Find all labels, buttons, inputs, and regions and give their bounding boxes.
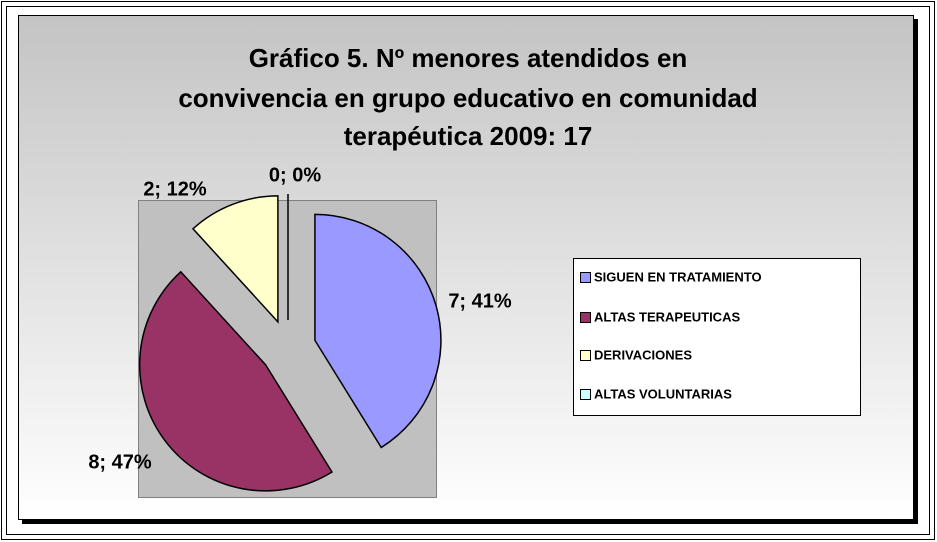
legend-label: ALTAS VOLUNTARIAS — [594, 386, 732, 401]
legend-swatch — [580, 350, 591, 361]
pie-slice — [138, 270, 334, 492]
pie-slice — [191, 195, 279, 324]
legend-label: ALTAS TERAPEUTICAS — [594, 309, 740, 324]
legend — [573, 258, 861, 416]
data-label: 2; 12% — [143, 178, 207, 200]
data-label: 8; 47% — [88, 451, 152, 473]
data-label: 7; 41% — [448, 290, 512, 312]
data-label: 0; 0% — [269, 164, 321, 186]
legend-label: DERIVACIONES — [594, 347, 692, 362]
inner-frame — [6, 6, 930, 535]
legend-swatch — [580, 389, 591, 400]
legend-swatch — [580, 312, 591, 323]
pie-slice — [314, 213, 442, 449]
legend-label: SIGUEN EN TRATAMIENTO — [594, 269, 762, 284]
legend-swatch — [580, 272, 591, 283]
chart-title: Gráfico 5. Nº menores atendidos en conviv… — [178, 43, 757, 151]
